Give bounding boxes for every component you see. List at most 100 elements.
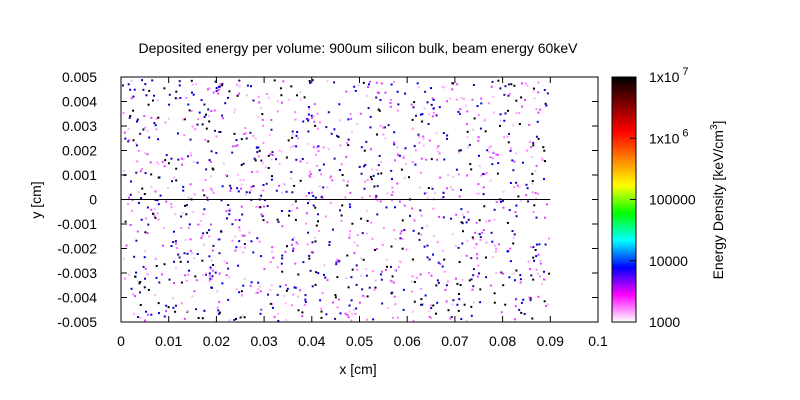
heat-cell [333, 157, 336, 160]
heat-cell [452, 175, 455, 178]
heat-cell [165, 200, 168, 203]
heat-cell [145, 310, 147, 313]
heat-cell [515, 99, 518, 102]
heat-cell [458, 113, 461, 115]
heat-cell [320, 307, 323, 310]
heat-cell [191, 125, 194, 128]
heat-cell [289, 146, 292, 149]
heat-cell [137, 280, 140, 283]
heat-cell [204, 272, 207, 275]
heat-cell [531, 317, 534, 320]
heat-cell [533, 87, 535, 90]
heat-cell [476, 275, 479, 278]
heat-cell [136, 230, 139, 233]
heat-cell [308, 80, 311, 82]
colorbar-tick-base: 1x10 [649, 130, 680, 146]
heat-cell [420, 303, 423, 306]
heat-cell [210, 150, 213, 153]
heat-cell [485, 171, 488, 174]
heat-cell [314, 283, 317, 286]
heat-cell [431, 115, 434, 118]
heat-cell [256, 237, 259, 240]
heat-cell [225, 274, 228, 277]
heat-cell [307, 142, 310, 145]
heat-cell [234, 249, 237, 252]
heat-cell [543, 178, 545, 181]
heat-cell [225, 174, 228, 177]
heat-cell [437, 145, 440, 148]
heat-cell [320, 310, 323, 313]
heat-cell [233, 111, 236, 114]
heat-cell [219, 83, 222, 86]
heat-cell [270, 128, 273, 131]
heat-cell [345, 90, 348, 93]
heat-cell [456, 282, 459, 285]
x-tick-label: 0 [117, 333, 125, 349]
heat-cell [332, 301, 334, 304]
heat-cell [364, 180, 366, 183]
heat-cell [466, 136, 469, 139]
heat-cell [393, 295, 396, 298]
heat-cell [276, 100, 279, 103]
heat-cell [329, 176, 332, 179]
heat-cell [356, 234, 359, 237]
heat-cell [483, 205, 486, 208]
heat-cell [349, 206, 352, 209]
heat-cell [410, 103, 413, 106]
heat-cell [473, 246, 476, 249]
heat-cell [210, 110, 213, 112]
heat-cell [236, 144, 239, 147]
colorbar-label-close: ] [710, 121, 726, 125]
colorbar-tick-base: 1x10 [649, 69, 680, 85]
heat-cell [238, 85, 241, 88]
x-tick-label: 0.07 [441, 333, 468, 349]
heat-cell [478, 165, 481, 168]
heat-cell [514, 305, 517, 308]
heat-cell [362, 294, 365, 297]
heat-cell [470, 314, 473, 317]
heat-cell [210, 223, 212, 226]
heat-cell [499, 200, 502, 203]
colorbar-label-exponent: 3 [709, 124, 720, 130]
heat-cell [206, 196, 209, 199]
heat-cell [478, 154, 480, 157]
heat-cell [409, 214, 411, 217]
heat-cell [447, 280, 449, 283]
heat-cell [153, 215, 156, 218]
heat-cell [424, 90, 427, 93]
heat-cell [299, 289, 302, 292]
heat-cell [203, 103, 206, 106]
heat-cell [271, 154, 274, 156]
heat-cell [379, 124, 382, 127]
heat-cell [317, 127, 319, 130]
heat-cell [521, 105, 524, 108]
heat-cell [393, 143, 396, 146]
heat-cell [482, 193, 485, 196]
heat-cell [260, 194, 263, 197]
heat-cell [420, 157, 423, 160]
heat-cell [523, 313, 526, 315]
heat-cell [486, 149, 489, 152]
heat-cell [432, 253, 434, 256]
heat-cell [382, 226, 385, 229]
heat-cell [372, 318, 375, 321]
heat-cell [134, 295, 136, 298]
heat-cell [478, 272, 480, 275]
heat-cell [212, 191, 215, 194]
heat-cell [271, 306, 274, 309]
heat-cell [375, 81, 378, 84]
heat-cell [314, 124, 317, 127]
heat-cell [432, 98, 435, 101]
heat-cell [446, 187, 448, 190]
heat-cell [346, 314, 349, 316]
heat-cell [158, 312, 160, 315]
heat-cell [452, 299, 455, 302]
heat-cell [128, 274, 131, 276]
heat-cell [360, 172, 363, 175]
heat-cell [368, 83, 370, 86]
heat-cell [411, 207, 414, 210]
heat-cell [493, 244, 496, 247]
heat-cell [358, 301, 361, 304]
heat-cell [238, 291, 241, 294]
heat-cell [520, 301, 523, 304]
